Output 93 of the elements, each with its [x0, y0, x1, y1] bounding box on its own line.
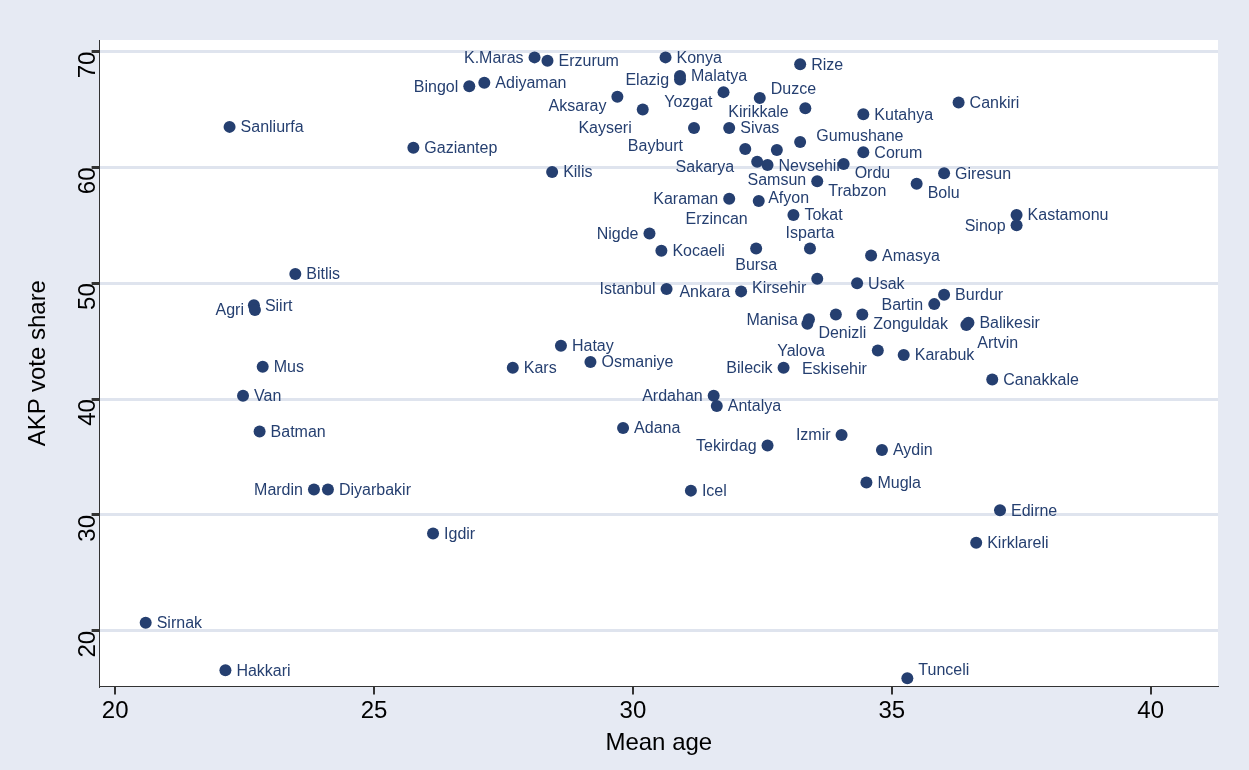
data-label: Siirt: [264, 296, 294, 314]
data-label: Bolu: [927, 184, 960, 202]
data-label: Hakkari: [236, 661, 291, 679]
y-tick-label: 40: [73, 399, 101, 426]
data-label: Sanliurfa: [240, 118, 304, 136]
data-label: Sinop: [964, 216, 1006, 234]
data-label: Manisa: [746, 310, 799, 328]
data-label: Aydin: [892, 441, 933, 459]
data-label: Kayseri: [578, 118, 632, 136]
data-label: Trabzon: [828, 181, 887, 199]
data-label: Cankiri: [969, 93, 1020, 111]
data-label: Bitlis: [306, 265, 341, 283]
x-tick-label: 35: [878, 696, 906, 724]
data-label: Yalova: [777, 341, 825, 359]
data-label: Yozgat: [664, 92, 714, 110]
data-label: Bayburt: [627, 137, 684, 155]
data-label: Karaman: [653, 190, 719, 208]
data-label: Erzincan: [685, 210, 748, 228]
data-label: Bingol: [413, 77, 459, 95]
data-label: Sivas: [740, 119, 780, 137]
data-label: Mus: [273, 358, 304, 376]
data-label: Batman: [270, 422, 326, 440]
data-label: Eskisehir: [801, 359, 868, 377]
data-label: Bilecik: [726, 359, 774, 377]
y-tick-label: 70: [73, 51, 101, 79]
data-label: Gumushane: [816, 126, 904, 144]
data-label: Ardahan: [642, 387, 703, 405]
data-label: Mugla: [877, 473, 922, 491]
x-tick-label: 30: [619, 696, 647, 724]
y-axis-title: AKP vote share: [23, 280, 51, 447]
data-label: Agri: [215, 301, 244, 319]
data-label: Mardin: [254, 480, 303, 498]
data-label: Usak: [868, 274, 906, 292]
data-label: Burdur: [955, 286, 1004, 304]
data-label: Kilis: [563, 163, 593, 181]
data-label: Samsun: [747, 171, 807, 189]
data-label: Izmir: [795, 426, 832, 444]
data-label: Kars: [523, 359, 557, 377]
data-label: Igdir: [444, 524, 476, 542]
data-label: Kastamonu: [1027, 206, 1109, 224]
data-label: Istanbul: [599, 280, 656, 298]
data-label: Nigde: [596, 224, 639, 242]
data-label: Adana: [634, 419, 681, 437]
data-label: Corum: [874, 143, 923, 161]
data-label: Karabuk: [914, 346, 976, 364]
data-label: Kutahya: [874, 105, 934, 123]
data-label: Sakarya: [675, 158, 735, 176]
data-label: Konya: [676, 48, 722, 66]
y-tick-label: 60: [73, 167, 101, 195]
data-label: Balikesir: [979, 314, 1041, 332]
data-label: Gaziantep: [424, 139, 498, 157]
data-label: Erzurum: [558, 52, 619, 70]
data-label: Adiyaman: [495, 74, 567, 92]
data-label: Malatya: [691, 67, 748, 85]
data-label: Hatay: [571, 337, 614, 355]
data-label: Tekirdag: [696, 436, 757, 454]
x-tick-label: 40: [1137, 696, 1165, 724]
data-label: Afyon: [768, 189, 810, 207]
data-label: Denizli: [818, 324, 867, 342]
data-label: Duzce: [770, 80, 817, 98]
data-label: Bursa: [735, 255, 778, 273]
data-label: K.Maras: [463, 48, 524, 66]
data-label: Amasya: [882, 246, 940, 264]
data-label: Ankara: [679, 282, 731, 300]
data-label: Giresun: [955, 164, 1012, 182]
data-label: Aksaray: [548, 97, 607, 115]
x-tick-label: 25: [360, 696, 388, 724]
data-label: Artvin: [977, 334, 1019, 352]
data-label: Kirsehir: [752, 279, 807, 297]
data-label: Icel: [701, 482, 727, 500]
data-label: Diyarbakir: [338, 480, 412, 498]
data-label: Bartin: [881, 295, 924, 313]
x-axis-title: Mean age: [605, 728, 713, 756]
data-label: Ordu: [854, 164, 891, 182]
data-label: Rize: [811, 55, 844, 73]
data-label: Canakkale: [1003, 370, 1079, 388]
y-tick-label: 20: [73, 630, 101, 658]
x-tick-label: 20: [101, 696, 129, 724]
data-label: Osmaniye: [601, 353, 674, 371]
y-tick-label: 30: [73, 514, 101, 542]
data-label: Zonguldak: [873, 314, 950, 332]
data-label: Sirnak: [156, 614, 204, 632]
data-label: Tokat: [804, 206, 844, 224]
y-tick-label: 50: [73, 283, 101, 310]
data-label: Kirikkale: [728, 103, 789, 121]
data-label: Isparta: [785, 223, 835, 241]
data-label: Kirklareli: [987, 534, 1049, 552]
data-label: Antalya: [727, 397, 782, 415]
data-label: Tunceli: [918, 660, 970, 678]
data-label: Van: [254, 387, 282, 405]
data-label: Elazig: [625, 70, 670, 88]
data-label: Edirne: [1011, 501, 1058, 519]
data-label: Kocaeli: [672, 242, 725, 260]
